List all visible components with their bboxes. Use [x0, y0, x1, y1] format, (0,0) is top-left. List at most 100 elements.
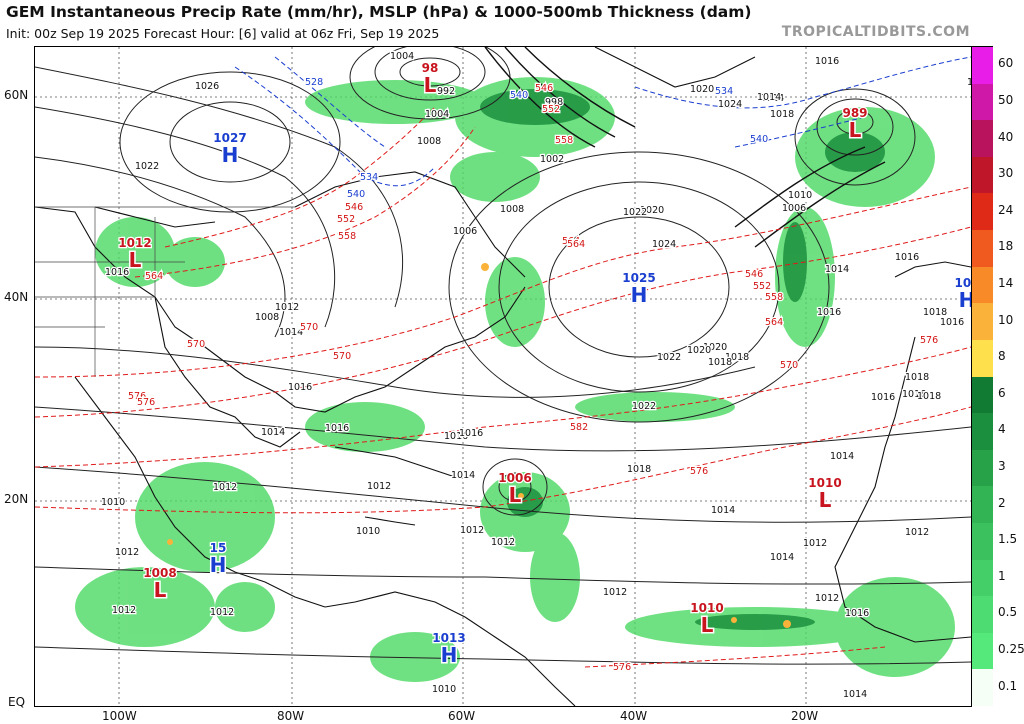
isobar-label: 1014	[830, 451, 854, 462]
high-pressure-center: 15H	[208, 540, 228, 579]
pressure-center-letter: H	[959, 288, 971, 312]
colorbar-tick-label: 18	[998, 239, 1014, 254]
colorbar-tick-label: 3	[998, 459, 1006, 474]
thickness-lines	[35, 106, 971, 668]
colorbar-tick-label: 1.5	[998, 532, 1018, 547]
pressure-center-value: 1027	[213, 131, 246, 145]
thickness-label: 534	[715, 86, 733, 97]
pressure-center-letter: H	[222, 143, 239, 167]
thickness-label: 576	[690, 466, 708, 477]
map-subtitle: Init: 00z Sep 19 2025 Forecast Hour: [6]…	[6, 26, 440, 41]
isobar-label: 1018	[770, 109, 794, 120]
isobar-label: 1020	[690, 84, 714, 95]
colorbar-swatch	[972, 230, 993, 268]
thickness-label: 558	[338, 231, 356, 242]
isobar-label: 1016	[444, 431, 468, 442]
thickness-label: 540	[510, 90, 528, 101]
colorbar-tick-label: 0.25	[998, 642, 1024, 657]
thickness-label: 552	[542, 104, 560, 115]
lon-label: 40W	[620, 709, 648, 723]
isobar-label: 1016	[902, 389, 926, 400]
isobar-label: 1016	[105, 267, 129, 278]
thickness-label: 576	[137, 397, 155, 408]
isobar-label: 1012	[213, 482, 237, 493]
thickness-label: 558	[555, 135, 573, 146]
isobar-label: 1024	[718, 99, 742, 110]
pressure-center-letter: L	[154, 578, 167, 602]
colorbar-swatch	[972, 559, 993, 597]
lat-label: 20N	[4, 492, 29, 506]
thickness-label: 546	[535, 83, 553, 94]
isobar-label: 998	[545, 97, 563, 108]
isobar-label: 1010	[356, 526, 380, 537]
isobar-label: 1014	[711, 505, 735, 516]
site-credit: TROPICALTIDBITS.COM	[781, 24, 970, 40]
colorbar-tick-label: 40	[998, 129, 1014, 144]
thickness-label: 540	[347, 189, 365, 200]
colorbar-swatch	[972, 156, 993, 194]
isobar-label: 1008	[417, 136, 441, 147]
isobar-label: 1006	[782, 203, 806, 214]
colorbar-swatch	[972, 486, 993, 524]
colorbar-tick-label: 14	[998, 275, 1014, 290]
thickness-label: 552	[753, 281, 771, 292]
pressure-center-letter: H	[631, 283, 648, 307]
thickness-label: 564	[765, 317, 783, 328]
isobar-label: 1022	[632, 401, 656, 412]
precip-colorbar	[971, 46, 993, 707]
isobar-label: 1016	[288, 382, 312, 393]
isobar-label: 1012	[115, 547, 139, 558]
thickness-label: 546	[745, 269, 763, 280]
isobar-label: 1012	[905, 527, 929, 538]
pressure-center-letter: L	[509, 483, 522, 507]
lon-label: 20W	[791, 709, 819, 723]
map-title: GEM Instantaneous Precip Rate (mm/hr), M…	[6, 3, 752, 21]
isobar-label: 1016	[940, 317, 964, 328]
pressure-center-value: 1006	[498, 471, 531, 485]
colorbar-swatch	[972, 303, 993, 341]
isobar-label: 1014	[757, 92, 781, 103]
pressure-center-value: 1010	[690, 601, 723, 615]
isobar-label: 1020	[640, 205, 664, 216]
thickness-label: 570	[780, 360, 798, 371]
thickness-label: 528	[305, 77, 323, 88]
isobar-label: 1016	[895, 252, 919, 263]
colorbar-tick-label: 1	[998, 568, 1006, 583]
pressure-center-value: 989	[842, 106, 867, 120]
colorbar-swatch	[972, 596, 993, 634]
isobar-label: 992	[437, 86, 455, 97]
pressure-center-letter: H	[210, 553, 227, 577]
isobar-label: 1012	[491, 537, 515, 548]
colorbar-tick-label: 6	[998, 385, 1006, 400]
colorbar-tick-label: 60	[998, 56, 1014, 71]
isobar-label: 1024	[652, 239, 676, 250]
colorbar-swatch	[972, 83, 993, 121]
colorbar-tick-label: 24	[998, 202, 1014, 217]
frontal-isobars	[484, 47, 886, 248]
colorbar-tick-label: 8	[998, 349, 1006, 364]
isobar-label: 1014	[770, 552, 794, 563]
weather-map[interactable]: 98 L 1027 H 1012 L 1025 H 989 L 1006 L 1010 L 1008 L 15 H…	[34, 46, 972, 707]
isobar-label: 1014	[261, 427, 285, 438]
lat-label: 60N	[4, 88, 29, 102]
thickness-label: 570	[333, 351, 351, 362]
isobar-label: 1012	[815, 593, 839, 604]
pressure-center-letter: L	[129, 248, 142, 272]
pressure-center-letter: L	[849, 118, 862, 142]
pressure-center-value: 1008	[143, 566, 176, 580]
isobar-label: 1016	[845, 608, 869, 619]
pressure-center-letter: L	[819, 488, 832, 512]
isobar-label: 1016	[459, 428, 483, 439]
colorbar-swatch	[972, 193, 993, 231]
isobar-label: 1018	[627, 464, 651, 475]
isobar-label: 1026	[195, 81, 219, 92]
thickness-label: 570	[300, 322, 318, 333]
isobar-label: 1016	[815, 56, 839, 67]
